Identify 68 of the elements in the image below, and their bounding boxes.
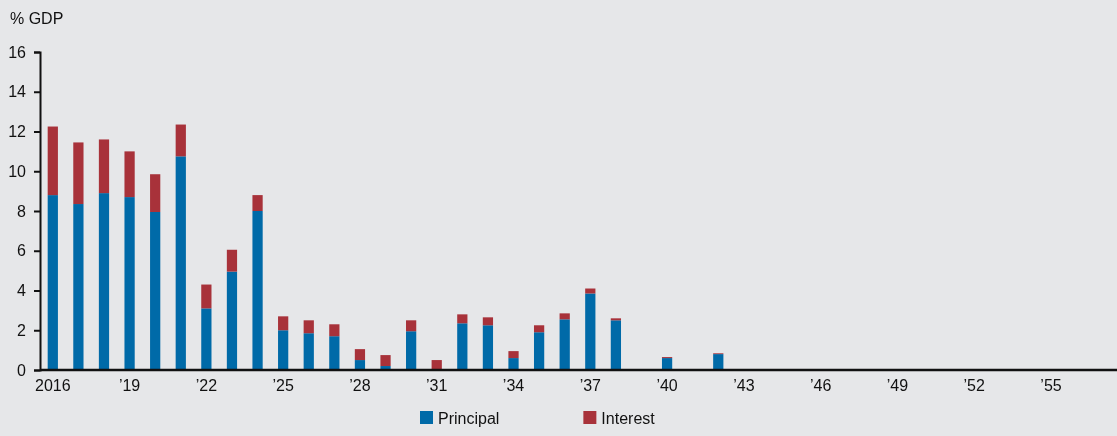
bar [329, 336, 340, 370]
y-tick-label: 10 [8, 162, 27, 180]
y-tick-label: 6 [17, 242, 27, 260]
y-tick-label: 16 [8, 43, 27, 61]
bar [175, 156, 186, 370]
bar [585, 293, 596, 370]
x-tick-label: ’55 [1040, 377, 1062, 395]
bar [406, 320, 417, 332]
x-tick-label: ’37 [579, 377, 602, 395]
x-tick-label: ’43 [733, 377, 755, 395]
bar [380, 355, 391, 367]
bar [47, 195, 58, 370]
bar [457, 323, 468, 370]
bar [175, 124, 186, 157]
bar [150, 174, 161, 212]
bar [98, 139, 110, 194]
bar [457, 314, 468, 324]
bar [124, 197, 135, 370]
bar [252, 211, 263, 370]
bar [303, 320, 314, 334]
bar [226, 271, 238, 370]
x-tick-label: ’19 [118, 377, 141, 395]
bar [482, 325, 494, 370]
x-tick-label: ’31 [426, 377, 448, 395]
bar [150, 211, 161, 370]
bar [278, 316, 289, 331]
bar [98, 193, 110, 370]
x-tick-label: ’28 [349, 377, 371, 395]
y-axis-title: % GDP [10, 10, 64, 27]
y-tick-label: 8 [17, 202, 27, 220]
bar [482, 317, 494, 326]
bar [559, 319, 570, 370]
bar [406, 331, 417, 370]
bar [226, 249, 238, 272]
bar [354, 349, 366, 361]
legend-label: Interest [601, 410, 656, 427]
bar [201, 308, 212, 370]
y-tick-label: 4 [17, 282, 27, 300]
bar [252, 195, 263, 211]
x-tick-label: ’40 [656, 377, 678, 395]
bar [73, 204, 84, 370]
y-tick-label: 14 [8, 83, 27, 101]
y-tick-label: 0 [17, 361, 27, 379]
bar [559, 313, 570, 320]
x-tick-label: ’46 [809, 377, 832, 395]
bar [201, 284, 212, 309]
x-tick-label: ’52 [963, 377, 985, 395]
bar [533, 332, 545, 370]
bar [661, 358, 673, 370]
x-tick-label: ’49 [886, 377, 909, 395]
x-tick-label: ’22 [195, 377, 218, 395]
x-tick-label: 2016 [35, 377, 71, 395]
bar [124, 151, 135, 198]
bar [73, 142, 84, 205]
bar [610, 320, 622, 370]
x-tick-label: ’25 [272, 377, 294, 395]
bar [278, 330, 289, 370]
bar [713, 354, 724, 370]
bar [303, 333, 314, 370]
bar [47, 126, 58, 196]
x-tick-label: ’34 [502, 377, 525, 395]
y-tick-label: 12 [8, 123, 27, 141]
legend-label: Principal [438, 410, 500, 427]
bar [329, 324, 340, 337]
bar [533, 325, 545, 333]
bar [508, 358, 519, 370]
y-tick-label: 2 [17, 321, 27, 339]
bar [508, 351, 519, 359]
